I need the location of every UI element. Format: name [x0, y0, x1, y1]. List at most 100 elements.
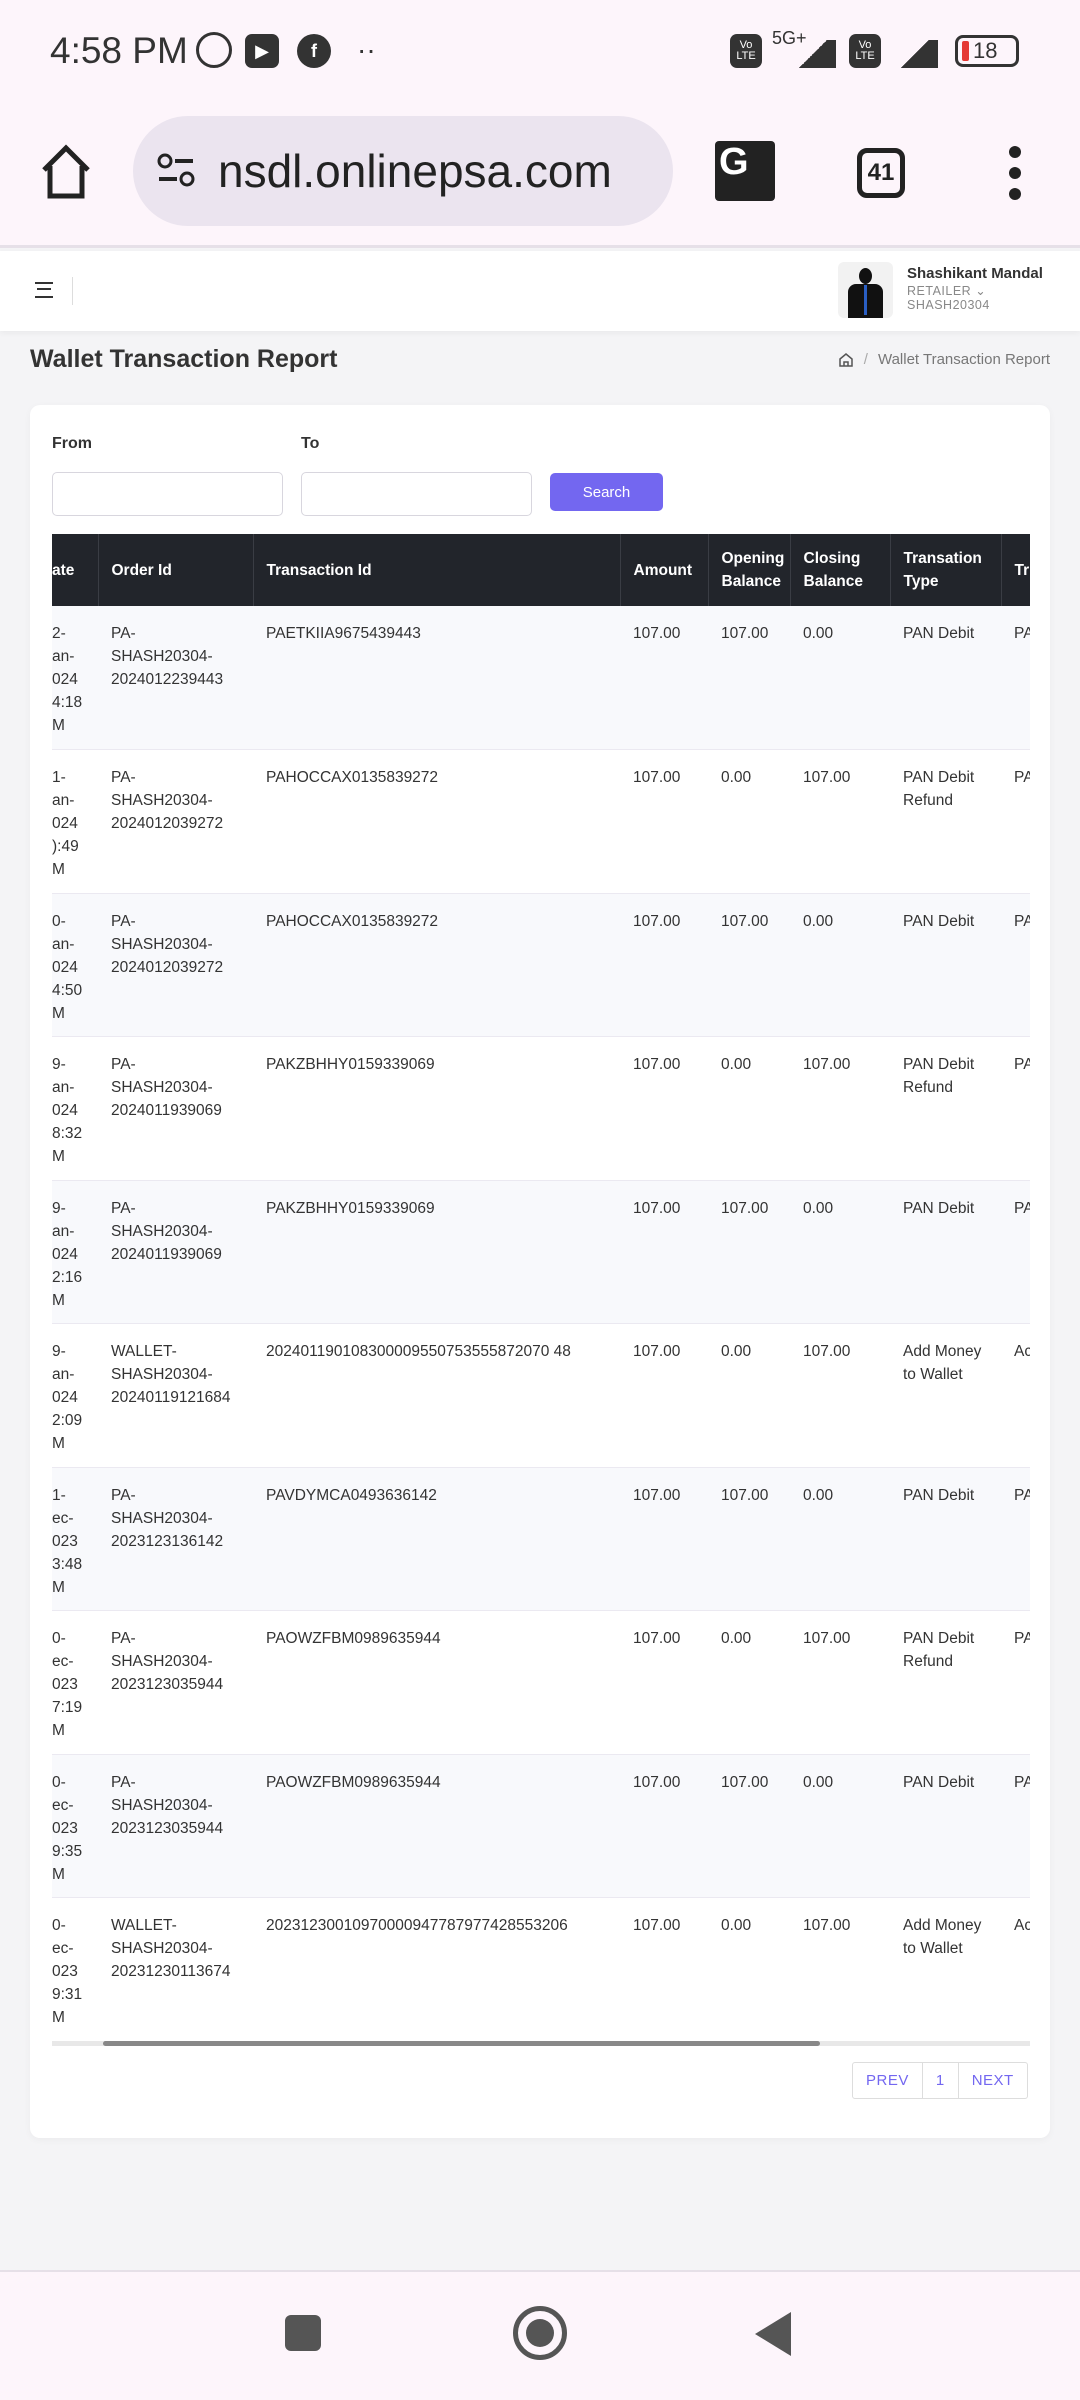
column-header-transaction-id: Transaction Id [253, 534, 621, 606]
cell-transaction-id: PAOWZFBM0989635944 [253, 1610, 620, 1755]
hamburger-menu-icon[interactable] [35, 282, 53, 298]
page-title: Wallet Transaction Report [30, 345, 338, 373]
back-button[interactable] [755, 2312, 791, 2356]
cell-order-id: PA- SHASH20304- 2024012039272 [98, 893, 253, 1037]
cell-transaction-id: PAOWZFBM0989635944 [253, 1754, 620, 1898]
cell-opening-balance: 0.00 [708, 749, 790, 894]
translate-icon[interactable]: G [715, 141, 775, 201]
cell-amount: 107.00 [620, 1754, 708, 1898]
table-row: 0- ec- 023 7:19 M PA- SHASH20304- 2023123… [52, 1610, 1030, 1755]
cell-opening-balance: 107.00 [708, 1754, 790, 1898]
prev-button[interactable]: PREV [853, 2063, 923, 2098]
whatsapp-icon [196, 32, 232, 68]
cell-closing-balance: 107.00 [790, 1610, 890, 1755]
from-date-input[interactable] [52, 472, 283, 516]
home-button[interactable] [513, 2306, 567, 2360]
cell-closing-balance: 107.00 [790, 1323, 890, 1468]
home-icon[interactable] [838, 352, 854, 368]
home-icon[interactable] [40, 144, 92, 200]
more-dots-icon: ·· [357, 34, 376, 65]
cell-closing-balance: 0.00 [790, 1467, 890, 1611]
cell-more: PA [1001, 893, 1030, 1037]
menu-dots-icon[interactable] [1005, 146, 1025, 200]
cell-transaction-id: PAKZBHHY0159339069 [253, 1036, 620, 1181]
table-row: 1- ec- 023 3:48 M PA- SHASH20304- 2023123… [52, 1467, 1030, 1611]
volte-icon-2: Vo LTE [849, 34, 881, 68]
cell-transaction-type: PAN Debit Refund [890, 749, 1001, 894]
site-settings-icon[interactable] [157, 153, 197, 189]
avatar[interactable] [838, 262, 893, 318]
user-role: RETAILER [907, 284, 972, 298]
cell-transaction-id: PAHOCCAX0135839272 [253, 893, 620, 1037]
user-name[interactable]: Shashikant Mandal [907, 265, 1043, 282]
cell-date: 9- an- 024 2:09 M [52, 1323, 98, 1468]
cell-order-id: WALLET- SHASH20304- 20231230113674 [98, 1897, 253, 2039]
divider [72, 277, 73, 305]
cell-transaction-id: PAHOCCAX0135839272 [253, 749, 620, 894]
cell-more: Ac [1001, 1897, 1030, 2039]
table-row: 9- an- 024 2:09 M WALLET- SHASH20304- 202… [52, 1323, 1030, 1468]
cell-date: 1- an- 024 ):49 M [52, 749, 98, 894]
cell-transaction-type: PAN Debit [890, 1754, 1001, 1898]
transactions-table: ate Order Id Transaction Id Amount Opening B… [52, 534, 1030, 2039]
recents-button[interactable] [285, 2315, 321, 2351]
cell-transaction-id: PAVDYMCA0493636142 [253, 1467, 620, 1611]
scrollbar-thumb[interactable] [103, 2041, 820, 2046]
cell-transaction-type: Add Money to Wallet [890, 1897, 1001, 2039]
to-date-input[interactable] [301, 472, 532, 516]
cell-transaction-id: 20231230010970000947787977428553206 [253, 1897, 620, 2039]
battery-level [962, 41, 969, 61]
cell-amount: 107.00 [620, 606, 708, 750]
cell-amount: 107.00 [620, 1610, 708, 1755]
cell-amount: 107.00 [620, 893, 708, 1037]
cell-date: 1- ec- 023 3:48 M [52, 1467, 98, 1611]
cell-amount: 107.00 [620, 1323, 708, 1468]
url-text: nsdl.onlinepsa.com [218, 145, 612, 197]
cell-transaction-type: PAN Debit [890, 1467, 1001, 1611]
page-1-button[interactable]: 1 [923, 2063, 959, 2098]
user-id: SHASH20304 [907, 298, 990, 312]
breadcrumb-current: Wallet Transaction Report [877, 351, 1050, 368]
cell-transaction-id: 202401190108300009550753555872070 48 [253, 1323, 620, 1468]
battery-percent: 18 [973, 38, 998, 63]
table-row: 9- an- 024 2:16 M PA- SHASH20304- 2024011… [52, 1180, 1030, 1324]
cell-more: PA [1001, 1467, 1030, 1611]
cell-order-id: PA- SHASH20304- 2023123136142 [98, 1467, 253, 1611]
search-button[interactable]: Search [550, 473, 663, 511]
column-header-opening-balance: Opening Balance [708, 534, 791, 606]
volte-icon: Vo LTE [730, 34, 762, 68]
cell-opening-balance: 0.00 [708, 1610, 790, 1755]
cell-closing-balance: 0.00 [790, 893, 890, 1037]
signal-icon [790, 40, 836, 68]
cell-transaction-id: PAKZBHHY0159339069 [253, 1180, 620, 1324]
cell-opening-balance: 107.00 [708, 1467, 790, 1611]
cell-order-id: PA- SHASH20304- 2024012039272 [98, 749, 253, 894]
user-role-dropdown[interactable]: RETAILER ⌄ [907, 283, 986, 298]
cell-transaction-type: PAN Debit [890, 893, 1001, 1037]
cell-date: 0- ec- 023 9:35 M [52, 1754, 98, 1898]
battery-icon: 18 [955, 35, 1019, 67]
cell-closing-balance: 107.00 [790, 1036, 890, 1181]
cell-order-id: PA- SHASH20304- 2023123035944 [98, 1754, 253, 1898]
table-row: 1- an- 024 ):49 M PA- SHASH20304- 2024012… [52, 749, 1030, 894]
transactions-table-scroll[interactable]: ate Order Id Transaction Id Amount Opening B… [52, 534, 1030, 2039]
breadcrumb-separator: / [863, 351, 868, 368]
cell-transaction-type: PAN Debit Refund [890, 1610, 1001, 1755]
cell-date: 0- ec- 023 7:19 M [52, 1610, 98, 1755]
cell-opening-balance: 0.00 [708, 1897, 790, 2039]
column-header-closing-balance: Closing Balance [790, 534, 891, 606]
cell-amount: 107.00 [620, 1467, 708, 1611]
tab-switcher-button[interactable]: 41 [857, 148, 905, 198]
to-label: To [301, 435, 320, 452]
cell-more: Ac [1001, 1323, 1030, 1468]
signal-icon-2 [892, 40, 938, 68]
cell-order-id: PA- SHASH20304- 2024012239443 [98, 606, 253, 750]
cell-closing-balance: 0.00 [790, 1754, 890, 1898]
cell-date: 9- an- 024 8:32 M [52, 1036, 98, 1181]
url-bar[interactable]: nsdl.onlinepsa.com [133, 116, 673, 226]
status-bar: 4:58 PM ▶ f ·· Vo LTE 5G+ Vo LTE 18 [0, 0, 1080, 100]
browser-toolbar: nsdl.onlinepsa.com G 41 [0, 100, 1080, 248]
table-row: 0- ec- 023 9:31 M WALLET- SHASH20304- 202… [52, 1897, 1030, 2039]
cell-transaction-type: Add Money to Wallet [890, 1323, 1001, 1468]
next-button[interactable]: NEXT [971, 2072, 1014, 2089]
